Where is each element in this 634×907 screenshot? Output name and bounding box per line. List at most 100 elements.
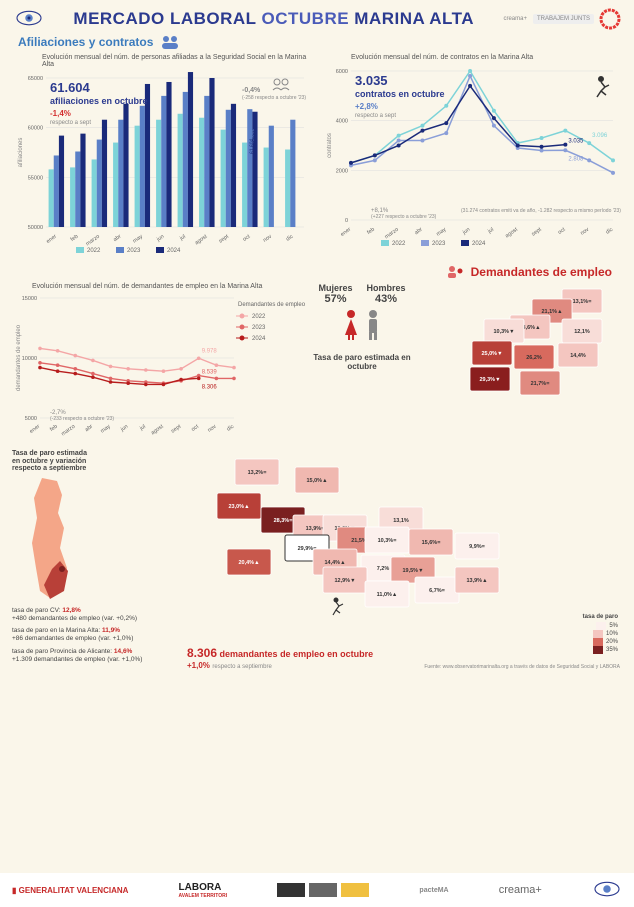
ma-rate-label: tasa de paro en la Marina Alta: bbox=[12, 627, 100, 634]
svg-text:13,9%=: 13,9%= bbox=[306, 526, 325, 532]
hombres-pct: 43% bbox=[367, 293, 406, 305]
svg-text:jul: jul bbox=[486, 227, 495, 236]
svg-text:respecto a sept: respecto a sept bbox=[355, 113, 396, 119]
svg-text:21,5%: 21,5% bbox=[351, 538, 367, 544]
gov-seals bbox=[277, 883, 369, 897]
svg-text:29,3%▼: 29,3%▼ bbox=[479, 377, 500, 383]
svg-text:13,1%=: 13,1%= bbox=[573, 299, 592, 305]
svg-text:14,4%: 14,4% bbox=[570, 353, 586, 359]
svg-text:ener: ener bbox=[340, 227, 353, 238]
gender-block: Mujeres 57% Hombres 43% Tasa de paro est… bbox=[302, 283, 422, 444]
svg-text:8.306: 8.306 bbox=[202, 384, 218, 390]
svg-text:marzo: marzo bbox=[60, 424, 76, 438]
section-afiliaciones-title: Afiliaciones y contratos bbox=[0, 34, 634, 50]
svg-text:marzo: marzo bbox=[384, 227, 400, 241]
title-region: MARINA ALTA bbox=[354, 9, 474, 28]
woman-icon bbox=[342, 309, 360, 341]
svg-text:2022: 2022 bbox=[392, 241, 406, 247]
svg-text:15000: 15000 bbox=[22, 296, 37, 302]
svg-text:21,1%▲: 21,1%▲ bbox=[541, 309, 562, 315]
svg-text:8.539: 8.539 bbox=[202, 370, 218, 376]
svg-text:28,3%=: 28,3%= bbox=[274, 518, 293, 524]
svg-text:abr: abr bbox=[414, 227, 424, 237]
cv-more: +480 demandantes de empleo (var. +0,2%) bbox=[12, 615, 137, 622]
al-rate-label: tasa de paro Provincia de Alicante: bbox=[12, 648, 112, 655]
top-logos: creama+ TRABAJEM JUNTS bbox=[503, 9, 620, 29]
svg-text:(-258 respecto a octubre '23): (-258 respecto a octubre '23) bbox=[242, 95, 306, 101]
al-rate: 14,6% bbox=[114, 648, 132, 655]
eye-logo-icon bbox=[14, 8, 44, 30]
eye-logo-footer-icon bbox=[592, 879, 622, 901]
tasa-title: Tasa de paro estimada en octubre bbox=[302, 353, 422, 371]
ma-rate: 11,9% bbox=[102, 627, 120, 634]
inset-map: 13,1%=21,1%▲13,6%▲12,1%10,3%▼25,0%▼26,2%… bbox=[432, 283, 622, 413]
demandantes-panel: Evolución mensual del núm. de demandante… bbox=[12, 283, 292, 444]
scale-title: tasa de paro bbox=[583, 614, 618, 620]
svg-text:feb: feb bbox=[70, 234, 80, 243]
svg-text:marzo: marzo bbox=[85, 234, 101, 248]
svg-text:20,4%▲: 20,4%▲ bbox=[238, 560, 259, 566]
svg-text:10,3%▼: 10,3%▼ bbox=[493, 329, 514, 335]
map-big-num: 8.306 bbox=[187, 646, 217, 660]
svg-text:ener: ener bbox=[45, 234, 58, 245]
afiliaciones-bar-chart: 50000550006000065000afiliacionesenerfebm… bbox=[12, 70, 312, 255]
svg-text:2023: 2023 bbox=[127, 248, 141, 254]
map-section: Tasa de paro estimada en octubre y varia… bbox=[0, 450, 634, 664]
svg-text:(-233 respecto a octubre '23): (-233 respecto a octubre '23) bbox=[50, 416, 114, 422]
svg-text:2022: 2022 bbox=[87, 248, 101, 254]
svg-text:oct: oct bbox=[242, 233, 252, 242]
svg-text:3.035: 3.035 bbox=[568, 139, 584, 145]
svg-text:nov: nov bbox=[262, 234, 273, 244]
svg-text:61.604: 61.604 bbox=[50, 80, 91, 95]
svg-text:5000: 5000 bbox=[25, 416, 37, 422]
svg-text:dic: dic bbox=[605, 227, 614, 236]
svg-text:19,5%▼: 19,5%▼ bbox=[402, 568, 423, 574]
contr-chart-title: Evolución mensual del núm. de contratos … bbox=[321, 54, 622, 61]
svg-text:2023: 2023 bbox=[432, 241, 446, 247]
svg-text:agost: agost bbox=[504, 226, 519, 239]
sdg-wheel-icon bbox=[600, 9, 620, 29]
svg-text:3.096: 3.096 bbox=[592, 133, 608, 139]
svg-text:Demandantes de empleo: Demandantes de empleo bbox=[238, 302, 306, 308]
svg-text:(31.274 contratos emiti va de: (31.274 contratos emiti va de año, -1.28… bbox=[461, 208, 621, 214]
svg-text:6,7%=: 6,7%= bbox=[429, 588, 445, 594]
junts-logo: TRABAJEM JUNTS bbox=[533, 14, 594, 24]
svg-text:jul: jul bbox=[138, 424, 147, 433]
demand-chart-title: Evolución mensual del núm. de demandante… bbox=[12, 283, 292, 290]
hombres-label: Hombres bbox=[367, 283, 406, 293]
svg-text:contratos en octubre: contratos en octubre bbox=[355, 89, 445, 99]
svg-text:respecto a sept: respecto a sept bbox=[50, 120, 91, 126]
svg-text:oct: oct bbox=[557, 226, 567, 235]
svg-text:may: may bbox=[100, 424, 112, 435]
svg-text:3.035: 3.035 bbox=[355, 73, 388, 88]
svg-text:sept: sept bbox=[531, 226, 543, 237]
creama-logo: creama+ bbox=[499, 884, 542, 896]
cv-title: Tasa de paro estimada en octubre y varia… bbox=[12, 450, 92, 473]
svg-text:15,0%▲: 15,0%▲ bbox=[306, 478, 327, 484]
demand-label: Demandantes de empleo bbox=[471, 265, 612, 279]
svg-text:13,1%: 13,1% bbox=[393, 518, 409, 524]
svg-text:4000: 4000 bbox=[336, 119, 348, 125]
svg-text:abr: abr bbox=[84, 424, 94, 434]
svg-text:jul: jul bbox=[178, 234, 187, 243]
al-more: +1.309 demandantes de empleo (var. +1,0%… bbox=[12, 656, 142, 663]
cv-rate-label: tasa de paro CV: bbox=[12, 607, 61, 614]
section-demandantes-title: Demandantes de empleo bbox=[0, 265, 634, 279]
creama-logo-small: creama+ bbox=[503, 16, 527, 22]
map-delta-sub: respecto a septiembre bbox=[212, 664, 271, 670]
cv-rate: 12,8% bbox=[62, 607, 80, 614]
svg-text:60000: 60000 bbox=[28, 126, 43, 132]
svg-text:21,7%=: 21,7%= bbox=[531, 381, 550, 387]
svg-text:12,9%▼: 12,9%▼ bbox=[334, 578, 355, 584]
svg-text:2024: 2024 bbox=[472, 241, 486, 247]
man-icon bbox=[364, 309, 382, 341]
svg-text:25,0%▼: 25,0%▼ bbox=[481, 351, 502, 357]
svg-text:2.808: 2.808 bbox=[568, 156, 584, 162]
svg-text:10000: 10000 bbox=[22, 356, 37, 362]
header: MERCADO LABORAL OCTUBRE MARINA ALTA crea… bbox=[0, 0, 634, 32]
svg-text:may: may bbox=[132, 234, 144, 245]
title-month: OCTUBRE bbox=[262, 9, 350, 28]
svg-text:0: 0 bbox=[345, 218, 348, 224]
svg-text:61.604: 61.604 bbox=[249, 138, 255, 154]
svg-text:23,0%▲: 23,0%▲ bbox=[228, 504, 249, 510]
